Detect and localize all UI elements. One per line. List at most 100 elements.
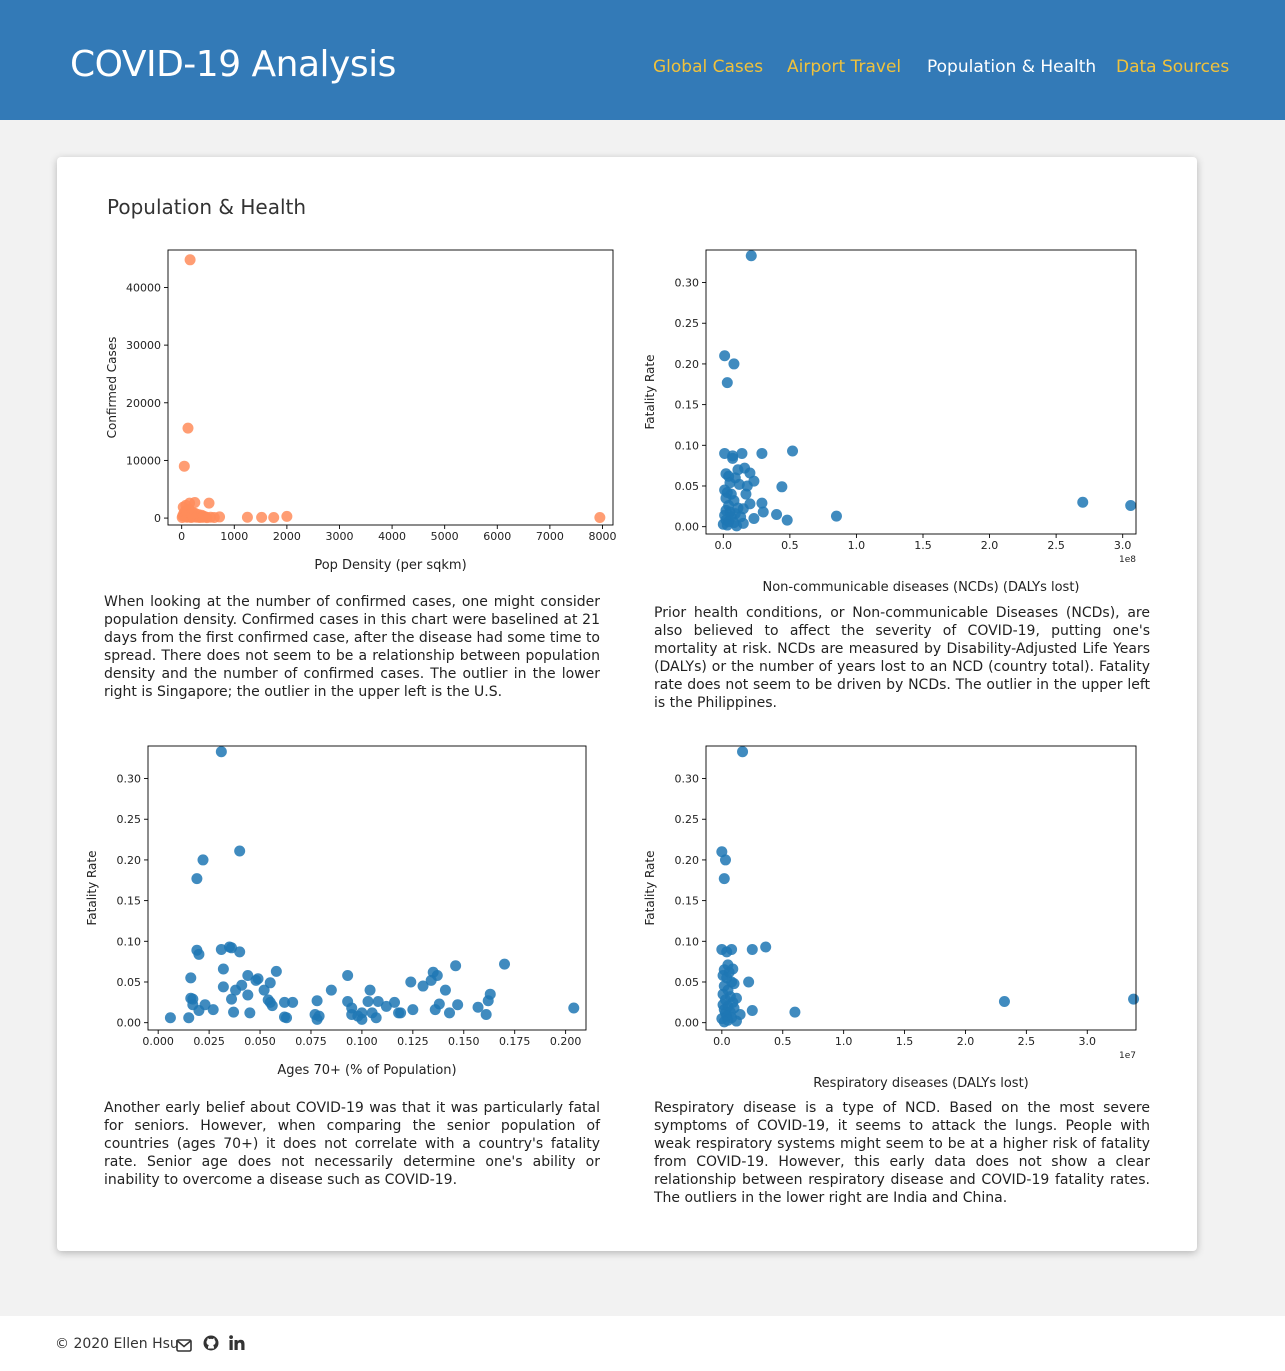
y-tick-label: 0.30 [675, 773, 700, 786]
data-point [417, 980, 429, 992]
x-tick-label: 0.150 [448, 1035, 480, 1048]
chart-ncd: 0.0 0.5 1.0 1.5 2.0 2.5 3.0 0.00 0.05 0.10 0.15 0.2… [642, 245, 1152, 595]
data-point [313, 1010, 325, 1022]
data-point [452, 999, 464, 1011]
y-tick-label: 0.15 [675, 895, 700, 908]
brand-title[interactable]: COVID-19 Analysis [70, 44, 396, 85]
chart-group: 0 1000 2000 3000 4000 5000 6000 7000 8000 0 10000 2… [105, 249, 616, 573]
data-point [256, 511, 268, 523]
data-point [342, 969, 354, 981]
github-icon[interactable] [203, 1335, 219, 1355]
chart-pop-density: 0 1000 2000 3000 4000 5000 6000 7000 8000 0 10000 2… [89, 245, 616, 575]
y-tick-label: 10000 [126, 454, 161, 467]
data-point [226, 942, 238, 954]
data-point [745, 250, 757, 262]
y-tick-label: 0.00 [675, 1017, 700, 1030]
data-point [568, 1002, 580, 1014]
data-point [741, 480, 753, 492]
x-tick-label: 6000 [483, 530, 511, 543]
y-tick-label: 0.05 [675, 976, 700, 989]
x-tick-label: 5000 [431, 530, 459, 543]
data-point [1077, 496, 1089, 508]
data-point [207, 1004, 219, 1016]
data-point [718, 873, 730, 885]
data-point [164, 1012, 176, 1024]
nav-population-health[interactable]: Population & Health [927, 57, 1097, 77]
data-point [325, 984, 337, 996]
data-point [217, 963, 229, 975]
data-point [193, 948, 205, 960]
x-tick-label: 3000 [325, 530, 353, 543]
data-point [178, 460, 190, 472]
envelope-icon[interactable] [176, 1337, 192, 1356]
y-axis-label: Confirmed Cases [105, 337, 119, 439]
x-tick-label: 8000 [588, 530, 616, 543]
data-point [757, 506, 769, 518]
y-tick-label: 40000 [126, 281, 161, 294]
data-point [228, 1006, 240, 1018]
data-point [215, 746, 227, 758]
data-point [727, 963, 739, 975]
copyright-text: © 2020 Ellen Hsu [55, 1336, 179, 1352]
data-point [1128, 993, 1140, 1005]
data-point [499, 958, 511, 970]
data-point [281, 510, 293, 522]
data-point [370, 1012, 382, 1024]
data-point [287, 996, 299, 1008]
x-axis-label: Respiratory diseases (DALYs lost) [813, 1076, 1029, 1091]
x-tick-label: 1.5 [896, 1035, 914, 1048]
data-point [226, 993, 238, 1005]
data-point [264, 977, 276, 989]
plot-frame [147, 745, 587, 1031]
data-point [230, 984, 242, 996]
data-point [787, 445, 799, 457]
data-point [193, 1004, 205, 1016]
y-axis-label: Fatality Rate [643, 850, 657, 925]
x-tick-label: 2000 [273, 530, 301, 543]
data-point [721, 519, 733, 531]
data-point [250, 974, 262, 986]
data-point [429, 1004, 441, 1016]
x-tick-label: 0.0 [713, 1035, 731, 1048]
data-point [781, 514, 793, 526]
x-tick-label: 2.0 [957, 1035, 975, 1048]
data-point [728, 358, 740, 370]
nav-data-sources[interactable]: Data Sources [1116, 57, 1230, 77]
plot-frame [705, 745, 1137, 1031]
data-point [771, 508, 783, 520]
data-point [736, 447, 748, 459]
x-tick-label: 4000 [378, 530, 406, 543]
chart-ages-70: 0.000 0.025 0.050 0.075 0.100 0.125 0.150 0.175… [85, 741, 619, 1081]
y-tick-label: 0.20 [117, 854, 142, 867]
x-tick-label: 0.050 [244, 1035, 276, 1048]
x-tick-label: 0.175 [499, 1035, 530, 1048]
data-point [1125, 500, 1137, 512]
data-point [407, 1004, 419, 1016]
y-tick-label: 0.25 [675, 317, 700, 330]
data-point [266, 1000, 278, 1012]
chart-pop-density-svg: 0 1000 2000 3000 4000 5000 6000 7000 8000 0 10000 2… [105, 249, 616, 573]
data-point [472, 1001, 484, 1013]
data-point [311, 995, 323, 1007]
x-tick-label: 0.100 [346, 1035, 378, 1048]
nav-airport-travel[interactable]: Airport Travel [787, 57, 902, 77]
linkedin-icon[interactable] [229, 1335, 245, 1354]
data-point [185, 972, 197, 984]
description-ncd: Prior health conditions, or Non-communic… [654, 605, 1150, 711]
description-ages-70: Another early belief about COVID-19 was … [104, 1100, 600, 1188]
data-point [746, 1004, 758, 1016]
x-tick-label: 1.0 [848, 539, 866, 552]
data-point [405, 976, 417, 988]
data-point [278, 996, 290, 1008]
data-point [743, 976, 755, 988]
y-tick-label: 0.15 [117, 895, 142, 908]
data-point [756, 497, 768, 509]
description-respiratory: Respiratory disease is a type of NCD. Ba… [654, 1100, 1150, 1206]
data-point [203, 497, 215, 509]
y-tick-label: 0.15 [675, 399, 700, 412]
chart-ages-70-svg: 0.000 0.025 0.050 0.075 0.100 0.125 0.150 0.175… [85, 745, 587, 1078]
chart-respiratory-svg: 0.0 0.5 1.0 1.5 2.0 2.5 3.0 0.00 0.05 0.10 0.15 0.2… [643, 745, 1140, 1091]
nav-global-cases[interactable]: Global Cases [653, 57, 764, 77]
data-point [789, 1006, 801, 1018]
y-axis-label: Fatality Rate [85, 850, 99, 925]
